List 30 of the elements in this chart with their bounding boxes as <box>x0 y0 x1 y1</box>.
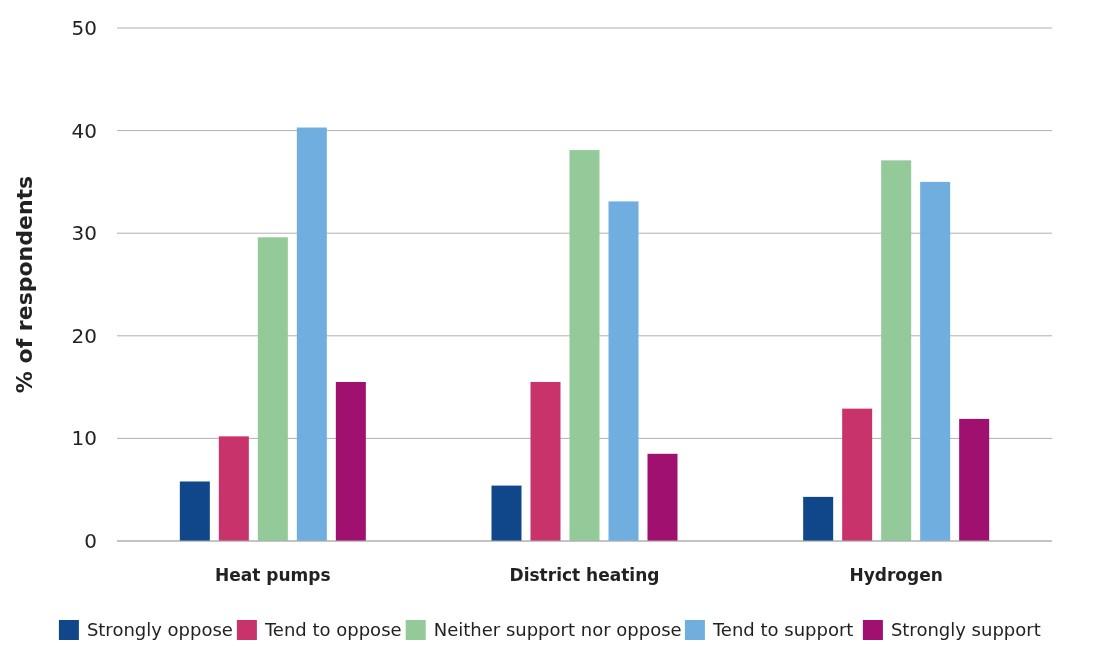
bar <box>881 160 912 541</box>
bar <box>491 485 522 541</box>
bar <box>530 381 561 541</box>
y-tick-label: 40 <box>71 118 97 143</box>
legend-label: Neither support nor oppose <box>433 618 682 640</box>
bar <box>803 496 834 541</box>
y-tick-label: 10 <box>71 426 97 451</box>
x-tick-label: Hydrogen <box>849 565 943 585</box>
bar <box>296 127 327 541</box>
bar <box>179 481 210 541</box>
legend-label: Tend to oppose <box>263 618 402 640</box>
legend-label: Strongly support <box>890 618 1041 640</box>
bar <box>218 436 249 541</box>
bar <box>569 150 600 541</box>
y-tick-label: 50 <box>71 16 97 40</box>
legend-label: Tend to support <box>711 618 854 640</box>
bar <box>608 201 639 541</box>
bar <box>257 237 288 541</box>
bar <box>647 453 678 541</box>
x-tick-label: District heating <box>509 565 660 585</box>
y-axis-title: % of respondents <box>12 175 37 394</box>
bar <box>842 408 873 541</box>
bar <box>335 381 366 541</box>
x-tick-label: Heat pumps <box>215 565 331 585</box>
legend-label: Strongly oppose <box>86 618 233 640</box>
y-tick-label: 30 <box>71 221 97 246</box>
bar <box>920 181 951 541</box>
bar <box>959 418 990 541</box>
y-tick-label: 0 <box>84 529 97 553</box>
y-tick-label: 20 <box>71 323 97 348</box>
